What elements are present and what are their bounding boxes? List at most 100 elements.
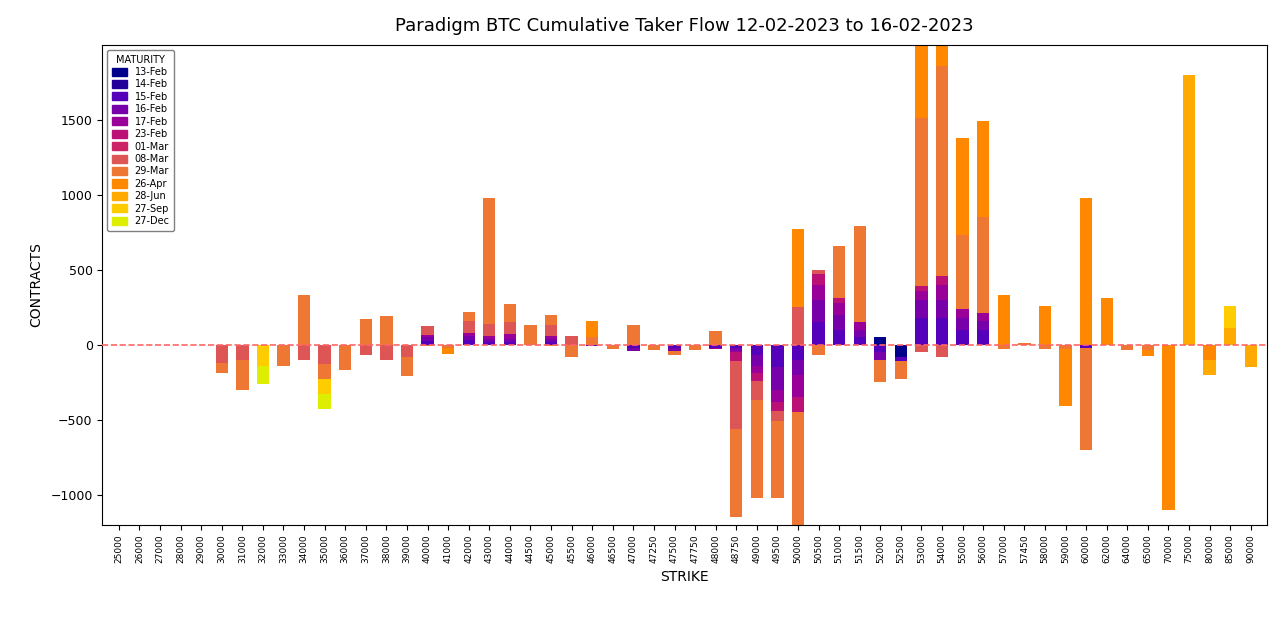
Bar (895, 362, 908, 380)
Bar (730, 429, 742, 517)
Bar (772, 411, 783, 421)
Bar (977, 122, 989, 218)
Bar (257, 345, 269, 366)
Bar (421, 326, 434, 335)
Bar (462, 312, 475, 321)
Bar (319, 380, 330, 394)
Bar (709, 348, 722, 349)
Bar (319, 394, 330, 410)
Bar (772, 390, 783, 402)
Bar (607, 345, 620, 349)
Bar (956, 330, 969, 345)
Bar (874, 345, 887, 352)
Bar (215, 345, 228, 363)
Bar (278, 345, 289, 366)
Bar (545, 325, 557, 336)
Bar (215, 363, 228, 373)
Bar (833, 246, 845, 298)
Bar (360, 319, 372, 345)
Bar (483, 324, 495, 336)
Bar (298, 345, 310, 360)
Bar (874, 337, 887, 345)
Legend: 13-Feb, 14-Feb, 15-Feb, 16-Feb, 17-Feb, 23-Feb, 01-Mar, 08-Mar, 29-Mar, 26-Apr, : 13-Feb, 14-Feb, 15-Feb, 16-Feb, 17-Feb, … (108, 50, 174, 231)
Bar (1224, 306, 1236, 328)
Bar (997, 345, 1010, 349)
Bar (792, 412, 804, 563)
Bar (545, 339, 557, 342)
Bar (915, 20, 928, 118)
Bar (792, 360, 804, 375)
Bar (1080, 198, 1092, 345)
Bar (1183, 75, 1196, 345)
Bar (1224, 328, 1236, 345)
Bar (689, 345, 701, 350)
Bar (915, 345, 928, 352)
Bar (833, 330, 845, 345)
Bar (566, 336, 577, 345)
Bar (977, 330, 989, 345)
Bar (319, 364, 330, 380)
Bar (483, 342, 495, 345)
Bar (874, 360, 887, 382)
Bar (833, 298, 845, 303)
Bar (1162, 345, 1175, 510)
Bar (401, 345, 413, 356)
Bar (257, 366, 269, 384)
Bar (504, 323, 516, 334)
Bar (360, 345, 372, 355)
Bar (525, 325, 536, 345)
Bar (1244, 345, 1257, 367)
Bar (854, 330, 865, 337)
Bar (730, 348, 742, 351)
Bar (915, 286, 928, 291)
Bar (730, 351, 742, 352)
Bar (977, 321, 989, 330)
Bar (421, 345, 434, 346)
Bar (566, 345, 577, 356)
Bar (915, 118, 928, 286)
Bar (1101, 298, 1112, 345)
Bar (854, 337, 865, 345)
Bar (586, 345, 598, 346)
Bar (1142, 350, 1155, 356)
Bar (483, 336, 495, 339)
Bar (545, 345, 557, 346)
Bar (1039, 306, 1051, 345)
X-axis label: STRIKE: STRIKE (660, 570, 709, 584)
Bar (1142, 345, 1155, 350)
Bar (936, 276, 948, 285)
Bar (442, 345, 454, 348)
Bar (504, 339, 516, 342)
Bar (504, 304, 516, 323)
Bar (462, 333, 475, 336)
Bar (298, 294, 310, 345)
Bar (750, 400, 763, 498)
Bar (772, 421, 783, 498)
Bar (792, 345, 804, 360)
Bar (936, 285, 948, 300)
Bar (627, 325, 640, 345)
Bar (792, 375, 804, 397)
Bar (462, 321, 475, 333)
Bar (1060, 345, 1071, 349)
Bar (772, 402, 783, 411)
Bar (545, 336, 557, 339)
Bar (813, 285, 824, 300)
Bar (401, 356, 413, 376)
Bar (627, 345, 640, 348)
Bar (586, 337, 598, 345)
Bar (936, 345, 948, 356)
Bar (504, 334, 516, 339)
Bar (627, 348, 640, 351)
Bar (915, 318, 928, 345)
Bar (915, 300, 928, 318)
Bar (421, 341, 434, 345)
Bar (648, 345, 660, 350)
Bar (421, 335, 434, 337)
Bar (854, 323, 865, 330)
Bar (1080, 345, 1092, 348)
Bar (1060, 349, 1071, 406)
Bar (709, 332, 722, 345)
Bar (936, 0, 948, 66)
Bar (792, 229, 804, 307)
